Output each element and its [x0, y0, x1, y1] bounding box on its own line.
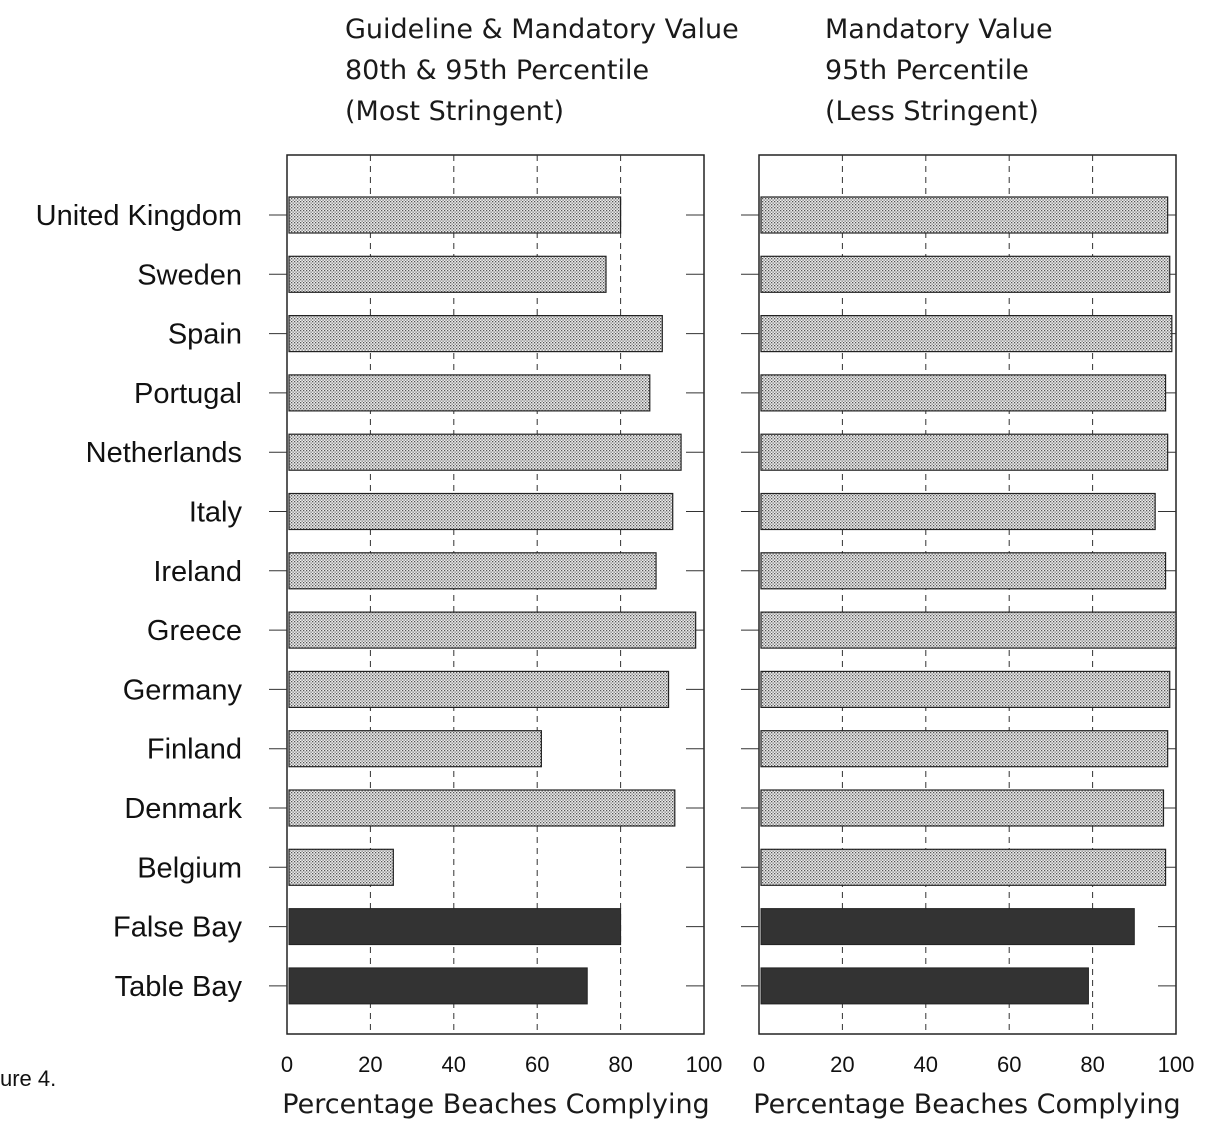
panel-2-bar-sweden: [760, 255, 1171, 293]
panel-2-x-tick-label: 40: [914, 1052, 938, 1077]
panel-2-x-tick-label: 60: [997, 1052, 1021, 1077]
figure-caption: ure 4.: [0, 1066, 56, 1091]
category-label-finland: Finland: [147, 734, 242, 766]
panel-2-x-tick-label: 20: [830, 1052, 854, 1077]
panel-1-x-tick-label: 100: [686, 1052, 723, 1077]
panel-1-bar-ireland: [288, 552, 657, 590]
panel-1-plot: 0 20 40 60 80 100: [269, 154, 723, 1077]
panel-1-x-axis-label: Percentage Beaches Complying: [282, 1089, 709, 1120]
panel-2-title-line-2: 95th Percentile: [825, 55, 1029, 86]
panel-1-title-line-2: 80th & 95th Percentile: [345, 55, 649, 86]
panel-2-frame: [758, 154, 1177, 1035]
category-label-italy: Italy: [189, 497, 243, 529]
panel-2-bar-greece: [760, 611, 1177, 649]
panel-1-bar-united-kingdom: [288, 196, 622, 234]
panel-2-bar-germany: [760, 670, 1171, 709]
panel-2-bar-finland: [760, 730, 1169, 768]
panel-1-bar-spain: [288, 315, 663, 353]
panel-1-bar-denmark: [288, 789, 676, 827]
panel-2-title-line-3: (Less Stringent): [825, 96, 1039, 127]
category-label-netherlands: Netherlands: [86, 437, 242, 469]
panel-2-bar-netherlands: [760, 433, 1169, 471]
category-label-ireland: Ireland: [153, 556, 242, 588]
category-label-table-bay: Table Bay: [115, 971, 243, 1003]
panel-2-bar-denmark: [760, 789, 1165, 827]
panel-2-bar-portugal: [760, 374, 1167, 412]
panel-1-x-tick-label: 0: [281, 1052, 293, 1077]
panel-2-bar-table-bay: [760, 967, 1089, 1005]
panel-2-bar-ireland: [760, 552, 1167, 590]
panel-1-bar-germany: [288, 670, 670, 709]
category-label-belgium: Belgium: [137, 852, 242, 884]
panel-1-title-line-1: Guideline & Mandatory Value: [345, 14, 739, 45]
panel-1-bar-false-bay: [288, 908, 622, 946]
panel-1-x-tick-label: 80: [608, 1052, 632, 1077]
category-label-greece: Greece: [147, 615, 242, 647]
panel-1-bar-greece: [288, 611, 697, 649]
panel-1-bar-sweden: [288, 255, 607, 293]
panel-2-bar-belgium: [760, 848, 1167, 886]
panel-1-bar-table-bay: [288, 967, 588, 1005]
category-label-false-bay: False Bay: [113, 912, 242, 944]
category-labels: United Kingdom Sweden Spain Portugal Netherl…: [36, 200, 243, 1003]
panel-2-bar-false-bay: [760, 908, 1135, 946]
panel-2-x-tick-label: 100: [1158, 1052, 1195, 1077]
category-label-denmark: Denmark: [124, 793, 242, 825]
category-label-germany: Germany: [123, 674, 243, 706]
panel-1-bar-portugal: [288, 374, 651, 412]
panel-1-x-tick-label: 60: [525, 1052, 549, 1077]
panel-1-bar-finland: [288, 730, 542, 768]
category-label-sweden: Sweden: [137, 259, 242, 291]
category-label-spain: Spain: [168, 319, 242, 351]
panel-2-x-tick-label: 80: [1080, 1052, 1104, 1077]
panel-2-bar-spain: [760, 315, 1173, 353]
category-label-portugal: Portugal: [134, 378, 242, 410]
panel-2-bar-italy: [760, 492, 1156, 531]
panel-1-bar-netherlands: [288, 433, 682, 471]
panel-2-x-tick-label: 0: [753, 1052, 765, 1077]
panel-2-x-axis-label: Percentage Beaches Complying: [753, 1089, 1180, 1120]
panel-1-x-tick-label: 20: [358, 1052, 382, 1077]
panel-1-frame: [286, 154, 705, 1035]
panel-2-title-line-1: Mandatory Value: [825, 14, 1053, 45]
panel-1-bar-italy: [288, 492, 674, 531]
panel-1-bar-belgium: [288, 848, 394, 886]
panel-2-bar-united-kingdom: [760, 196, 1169, 234]
panel-1-title-line-3: (Most Stringent): [345, 96, 564, 127]
category-label-united-kingdom: United Kingdom: [36, 200, 242, 232]
panel-1-x-tick-label: 40: [442, 1052, 466, 1077]
panel-2-plot: 0 20 40 60 80 100: [741, 154, 1195, 1077]
